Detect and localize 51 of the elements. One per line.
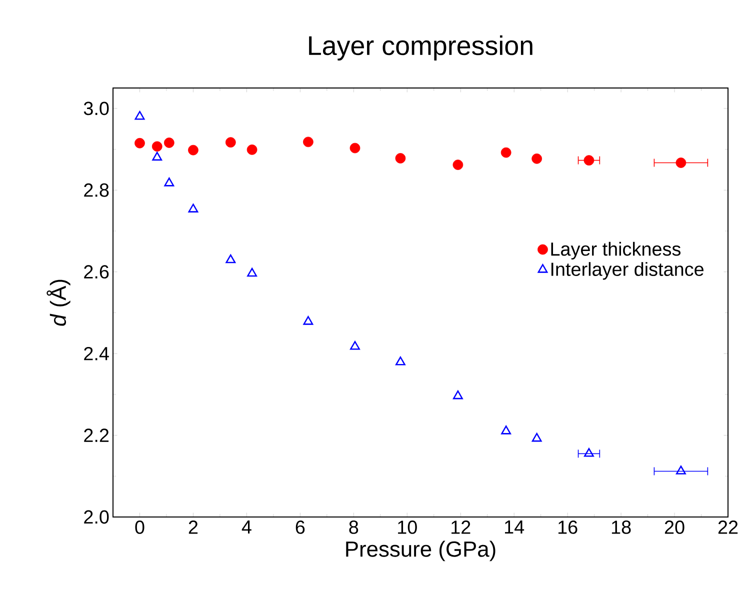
chart-title: Layer compression xyxy=(309,35,532,60)
y-tick-label: 2.0 xyxy=(84,510,109,524)
point xyxy=(452,390,463,400)
point xyxy=(303,316,314,325)
point xyxy=(676,466,686,474)
point xyxy=(452,160,464,170)
point xyxy=(164,138,174,148)
point xyxy=(164,178,174,186)
legend-label: Layer thickness xyxy=(551,242,681,260)
point xyxy=(395,153,406,164)
point xyxy=(532,432,542,442)
x-tick-label: 18 xyxy=(612,520,631,534)
x-tick-label: 0 xyxy=(135,520,144,534)
x-tick-label: 20 xyxy=(664,520,684,534)
point xyxy=(152,141,162,152)
x-tick-label: 10 xyxy=(398,520,417,534)
point xyxy=(584,448,594,457)
x-axis-title: Pressure (GPa) xyxy=(346,540,496,562)
point xyxy=(350,142,360,154)
y-tick-label: 2.2 xyxy=(84,428,109,442)
x-tick-label: 14 xyxy=(505,520,524,534)
point xyxy=(676,158,686,168)
legend-label: Interlayer distance xyxy=(551,262,704,280)
point xyxy=(303,136,314,148)
y-tick-label: 2.8 xyxy=(84,183,109,197)
point xyxy=(226,254,236,264)
x-tick-label: 12 xyxy=(452,520,470,534)
point xyxy=(188,144,198,156)
y-tick-label: 3.0 xyxy=(84,102,109,116)
point xyxy=(134,138,145,148)
x-tick-label: 2 xyxy=(188,520,198,534)
point xyxy=(395,356,406,366)
y-tick-label: 2.4 xyxy=(84,346,109,360)
point xyxy=(350,340,360,350)
x-tick-label: 4 xyxy=(242,520,252,534)
x-tick-label: 6 xyxy=(296,520,305,534)
y-tick-label: 2.6 xyxy=(84,265,109,279)
point xyxy=(152,152,162,161)
y-axis-title: d (Å) xyxy=(46,280,70,326)
point xyxy=(225,137,236,148)
point xyxy=(532,153,542,164)
point xyxy=(188,204,198,212)
point xyxy=(247,268,258,277)
point xyxy=(134,110,145,120)
x-tick-label: 22 xyxy=(718,520,738,534)
point xyxy=(501,426,512,434)
x-tick-label: 16 xyxy=(558,520,578,534)
point xyxy=(246,144,258,155)
x-tick-label: 8 xyxy=(349,520,358,534)
point xyxy=(584,155,594,166)
point xyxy=(500,147,512,158)
